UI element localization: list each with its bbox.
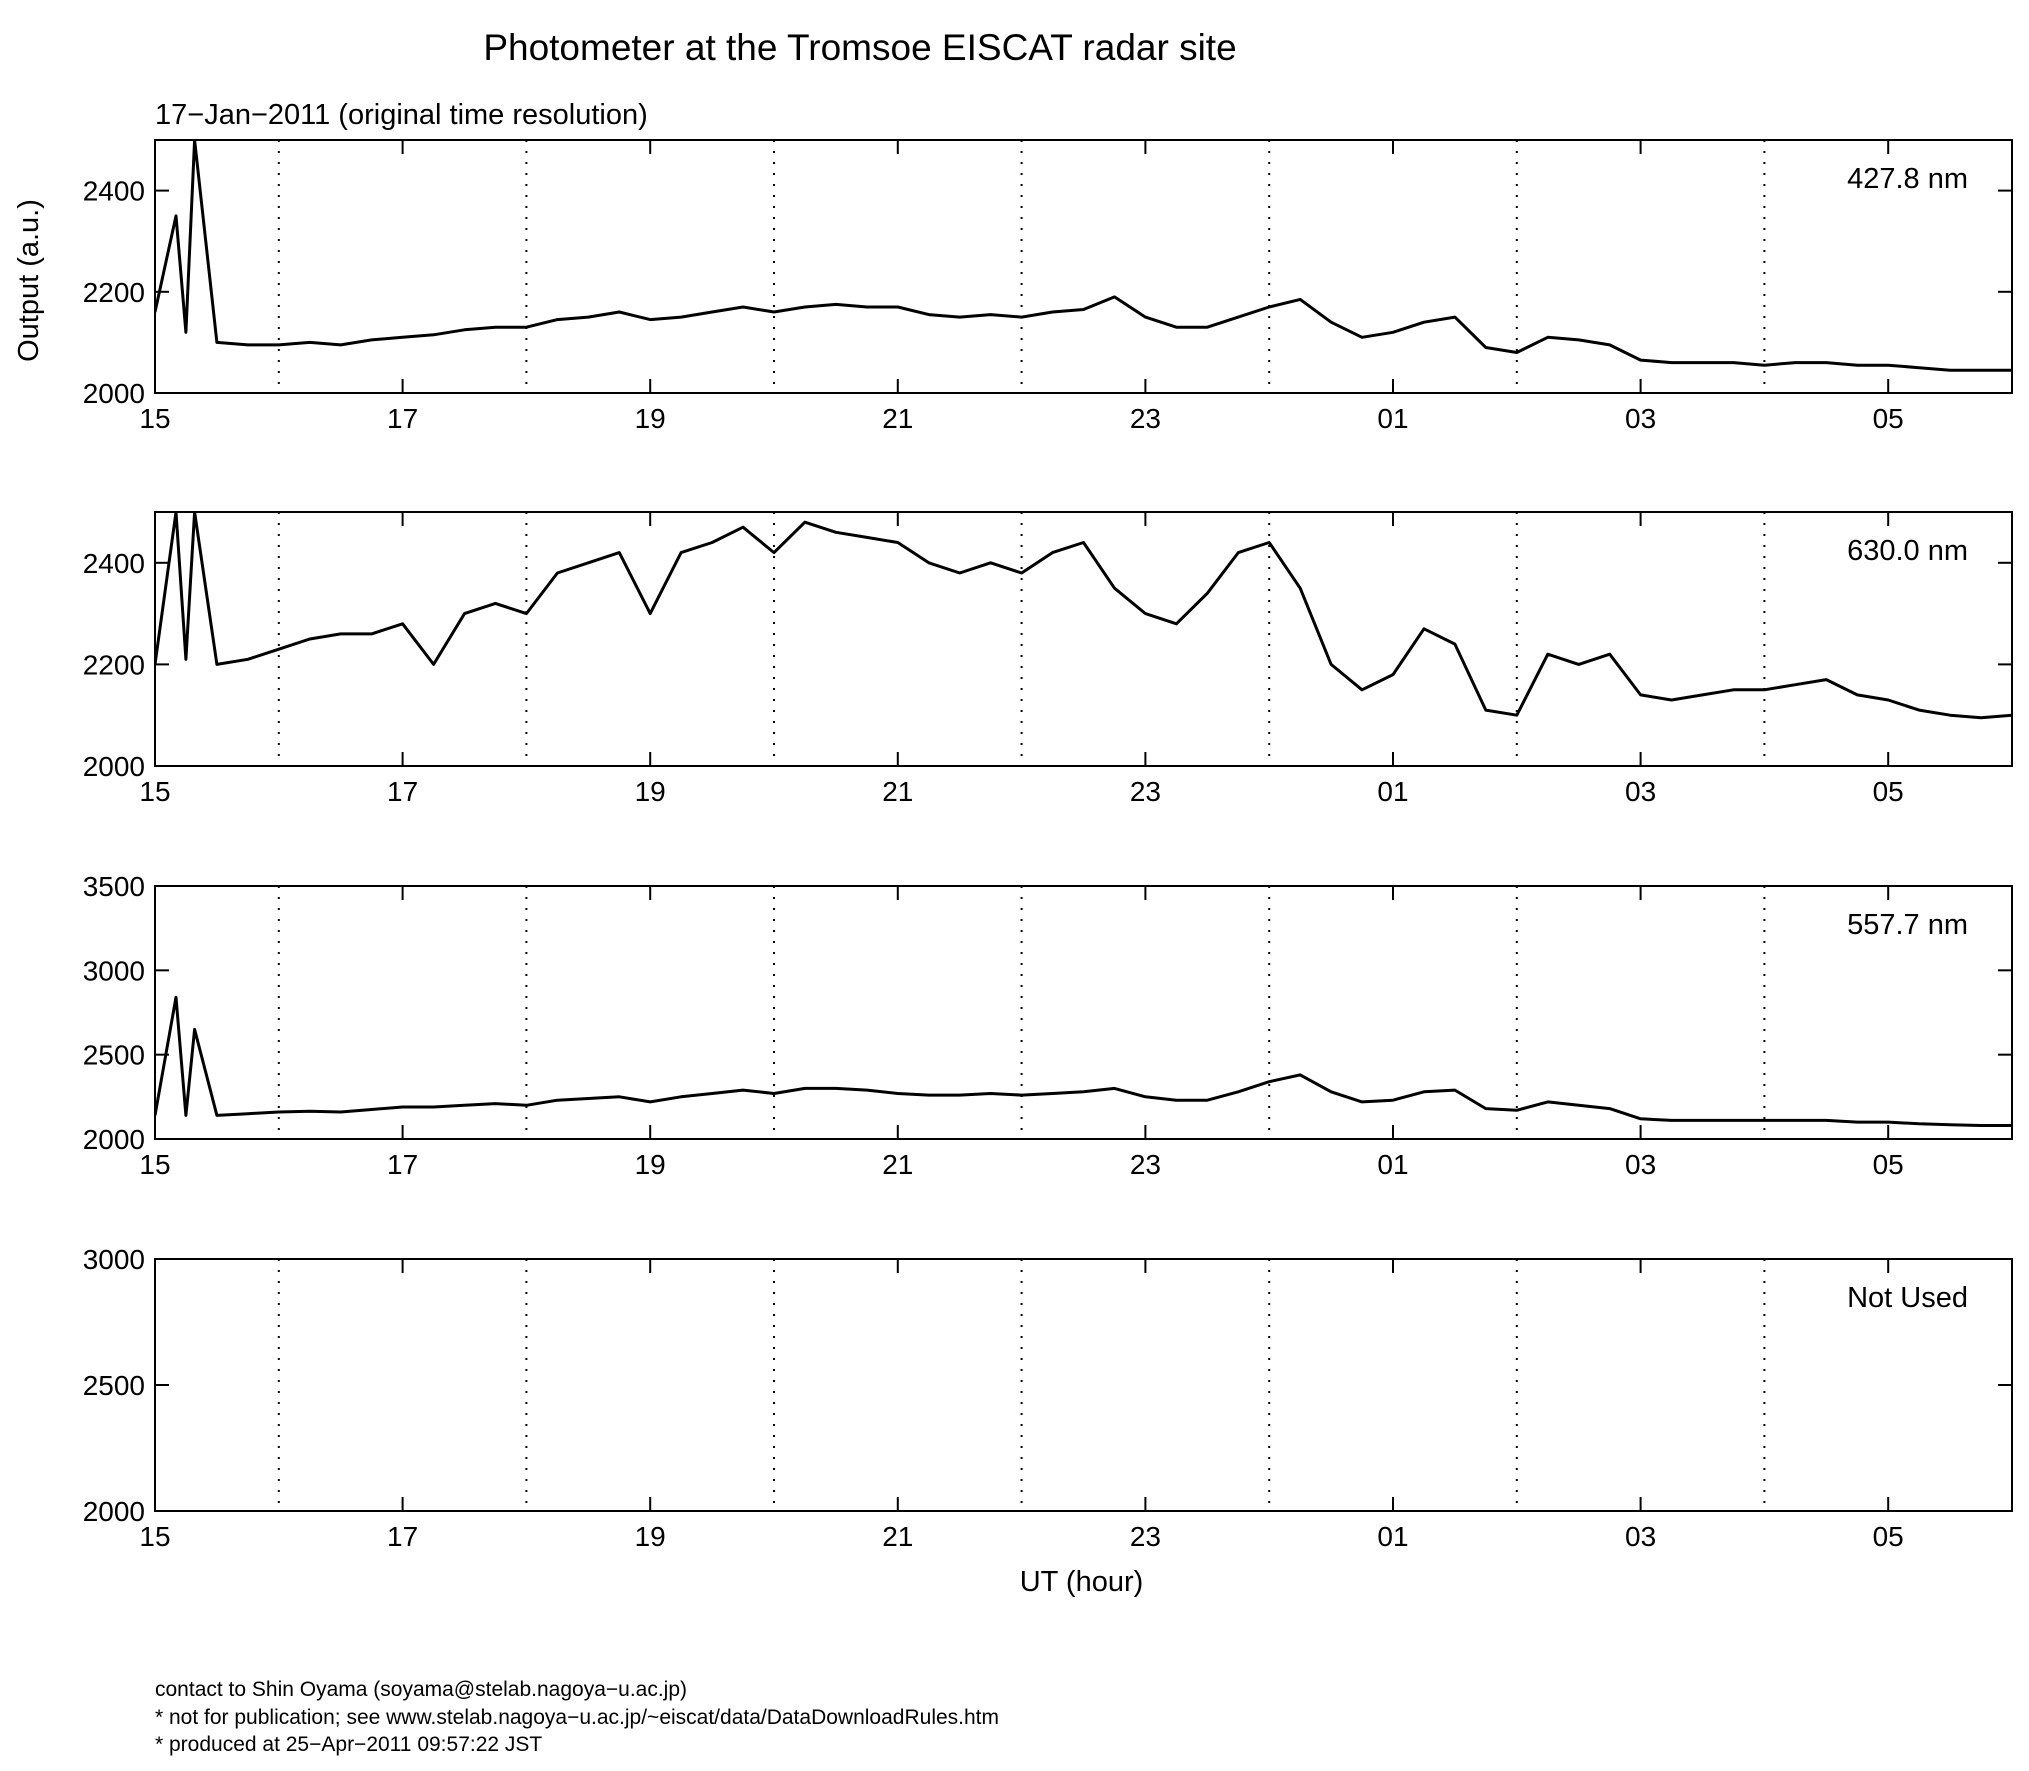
x-tick-label: 05 [1873, 776, 1904, 807]
x-tick-label: 21 [882, 776, 913, 807]
x-tick-label: 01 [1377, 776, 1408, 807]
plot-area [155, 140, 2012, 372]
x-tick-label: 05 [1873, 1149, 1904, 1180]
x-tick-label: 15 [139, 403, 170, 434]
x-tick-label: 15 [139, 776, 170, 807]
y-tick-label: 2000 [83, 1496, 145, 1527]
footer-line: contact to Shin Oyama (soyama@stelab.nag… [155, 1678, 687, 1701]
plot-area [155, 995, 2012, 1127]
x-tick-label: 01 [1377, 1149, 1408, 1180]
x-tick-label: 03 [1625, 776, 1656, 807]
footer-line: * not for publication; see www.stelab.na… [155, 1706, 999, 1729]
y-tick-label: 2400 [83, 548, 145, 579]
y-tick-label: 3000 [83, 955, 145, 986]
x-tick-label: 03 [1625, 1149, 1656, 1180]
y-tick-label: 2200 [83, 277, 145, 308]
plot-frame [154, 1258, 2013, 1512]
x-tick-label: 03 [1625, 1521, 1656, 1552]
x-tick-label: 01 [1377, 1521, 1408, 1552]
x-tick-label: 23 [1130, 1149, 1161, 1180]
y-tick-label: 2000 [83, 751, 145, 782]
y-tick-label: 3500 [83, 871, 145, 902]
data-line [155, 512, 2012, 720]
y-tick-label: 2000 [83, 1124, 145, 1155]
plot-frame [154, 511, 2013, 767]
x-tick-label: 01 [1377, 403, 1408, 434]
x-tick-label: 15 [139, 1521, 170, 1552]
data-line [155, 995, 2012, 1127]
x-tick-label: 23 [1130, 403, 1161, 434]
y-axis-label: Output (a.u.) [13, 199, 45, 362]
plot-frame [154, 139, 2013, 394]
subtitle: 17−Jan−2011 (original time resolution) [155, 99, 648, 131]
x-tick-label: 23 [1130, 1521, 1161, 1552]
plot-area [155, 512, 2012, 720]
y-tick-label: 2500 [83, 1040, 145, 1071]
panel-annotation: 630.0 nm [1847, 535, 1968, 567]
y-tick-label: 3000 [83, 1244, 145, 1275]
panel-annotation: 427.8 nm [1847, 163, 1968, 195]
data-line [155, 140, 2012, 372]
y-tick-label: 2000 [83, 378, 145, 409]
x-tick-label: 19 [635, 1521, 666, 1552]
plot-frame [154, 885, 2013, 1140]
x-tick-label: 21 [882, 1149, 913, 1180]
x-tick-label: 19 [635, 1149, 666, 1180]
x-tick-label: 19 [635, 403, 666, 434]
footer-line: * produced at 25−Apr−2011 09:57:22 JST [155, 1733, 542, 1756]
y-tick-label: 2200 [83, 649, 145, 680]
x-tick-label: 17 [387, 1149, 418, 1180]
x-tick-label: 17 [387, 776, 418, 807]
panel-annotation: 557.7 nm [1847, 909, 1968, 941]
x-tick-label: 15 [139, 1149, 170, 1180]
x-tick-label: 03 [1625, 403, 1656, 434]
x-tick-label: 19 [635, 776, 666, 807]
x-tick-label: 05 [1873, 1521, 1904, 1552]
y-tick-label: 2500 [83, 1370, 145, 1401]
x-tick-label: 05 [1873, 403, 1904, 434]
title: Photometer at the Tromsoe EISCAT radar s… [483, 27, 1236, 68]
x-axis-label: UT (hour) [1020, 1566, 1144, 1598]
panel-annotation: Not Used [1847, 1282, 1968, 1314]
x-tick-label: 21 [882, 403, 913, 434]
x-tick-label: 21 [882, 1521, 913, 1552]
x-tick-label: 23 [1130, 776, 1161, 807]
x-tick-label: 17 [387, 403, 418, 434]
x-tick-label: 17 [387, 1521, 418, 1552]
y-tick-label: 2400 [83, 176, 145, 207]
